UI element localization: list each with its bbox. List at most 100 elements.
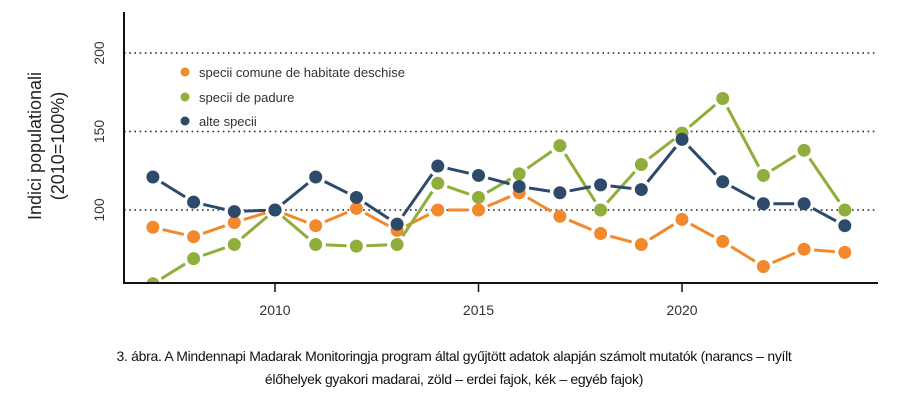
series-segment <box>726 106 761 168</box>
data-point <box>553 209 567 223</box>
series-segment <box>162 228 185 236</box>
data-point <box>349 201 363 215</box>
data-point <box>187 195 201 209</box>
series-segment <box>281 215 310 240</box>
series-segment <box>202 246 226 257</box>
legend: specii comune de habitate deschise speci… <box>180 65 405 129</box>
series-segment <box>813 248 835 254</box>
data-point <box>390 238 404 252</box>
data-point <box>716 92 730 106</box>
series-segment <box>363 201 390 220</box>
data-point <box>431 203 445 217</box>
data-point <box>594 178 608 192</box>
series-other <box>146 132 852 233</box>
data-point <box>349 239 363 253</box>
series-segment <box>243 211 266 222</box>
series-segment <box>323 180 349 195</box>
series-segment <box>609 234 633 244</box>
series-segment <box>648 137 675 160</box>
series-segment <box>325 243 347 248</box>
series-segment <box>487 195 511 208</box>
data-point <box>472 168 485 182</box>
data-point <box>675 132 689 146</box>
x-ticks: 2010 2015 2020 <box>259 283 698 318</box>
data-point <box>309 219 323 233</box>
series-segment <box>240 215 269 240</box>
legend-label: alte specii <box>199 114 257 129</box>
data-point <box>756 260 770 274</box>
y-axis-title-line2: (2010=100%) <box>48 92 68 201</box>
legend-label: specii comune de habitate deschise <box>199 65 405 80</box>
x-tick-label: 2010 <box>259 302 290 318</box>
series-segment <box>527 196 552 213</box>
series-segment <box>771 154 797 172</box>
data-point <box>187 230 201 244</box>
data-point <box>512 179 526 193</box>
series-segment <box>401 190 434 238</box>
data-point <box>716 234 730 248</box>
data-point <box>227 205 241 219</box>
series-segment <box>568 218 592 232</box>
figure-caption: 3. ábra. A Mindennapi Madarak Monitoring… <box>0 345 908 391</box>
data-point <box>227 238 241 252</box>
data-point <box>309 238 323 252</box>
series-segment <box>646 146 677 183</box>
caption-line-2: élőhelyek gyakori madarai, zöld – erdei … <box>264 371 644 387</box>
data-point <box>227 216 241 230</box>
data-point <box>390 217 404 231</box>
series-segment <box>202 224 226 235</box>
data-point <box>838 219 852 233</box>
series-segment <box>324 210 348 224</box>
series-segment <box>526 150 553 170</box>
x-tick-label: 2015 <box>463 302 494 318</box>
y-tick-label: 150 <box>91 120 107 144</box>
y-axis-title-line1: Indici populationali <box>25 72 45 220</box>
data-point <box>268 203 282 217</box>
data-point <box>553 139 567 153</box>
series-segment <box>688 103 717 128</box>
series-segment <box>812 207 837 223</box>
series-forest <box>146 92 852 282</box>
series-segment <box>160 181 186 199</box>
y-tick-label: 100 <box>91 198 107 222</box>
caption-line-1: 3. ábra. A Mindennapi Madarak Monitoring… <box>116 348 792 364</box>
data-point <box>634 157 648 171</box>
series-segment <box>563 153 597 203</box>
data-point <box>756 168 770 182</box>
legend-marker-blue <box>180 116 190 126</box>
series-segment <box>281 182 309 205</box>
legend-marker-orange <box>180 67 190 77</box>
data-point <box>634 183 648 197</box>
data-point <box>594 227 608 241</box>
series-segment <box>446 185 470 196</box>
data-point <box>472 203 485 217</box>
y-ticks: 100 150 200 <box>91 41 107 222</box>
data-point <box>553 186 567 200</box>
series-segment <box>772 251 796 264</box>
data-point <box>146 170 160 184</box>
series-group <box>146 92 852 282</box>
series-segment <box>730 185 756 201</box>
series-segment <box>160 262 186 280</box>
data-point <box>349 190 363 204</box>
series-segment <box>610 184 632 190</box>
data-point <box>797 242 811 256</box>
series-segment <box>203 202 225 211</box>
line-chart: 100 150 200 2010 2015 2020 Indici population… <box>25 12 878 318</box>
series-segment <box>730 245 756 263</box>
series-segment <box>366 243 388 248</box>
series-segment <box>283 212 307 224</box>
series-segment <box>687 145 717 176</box>
data-point <box>512 167 526 181</box>
series-segment <box>690 222 715 238</box>
series-segment <box>569 185 592 193</box>
data-point <box>838 245 852 259</box>
data-point <box>634 238 648 252</box>
data-point <box>838 203 852 217</box>
data-point <box>187 252 201 266</box>
data-point <box>797 143 811 157</box>
y-tick-label: 200 <box>91 41 107 65</box>
series-segment <box>487 176 510 186</box>
data-point <box>431 159 445 173</box>
legend-item-forest: specii de padure <box>180 90 294 105</box>
